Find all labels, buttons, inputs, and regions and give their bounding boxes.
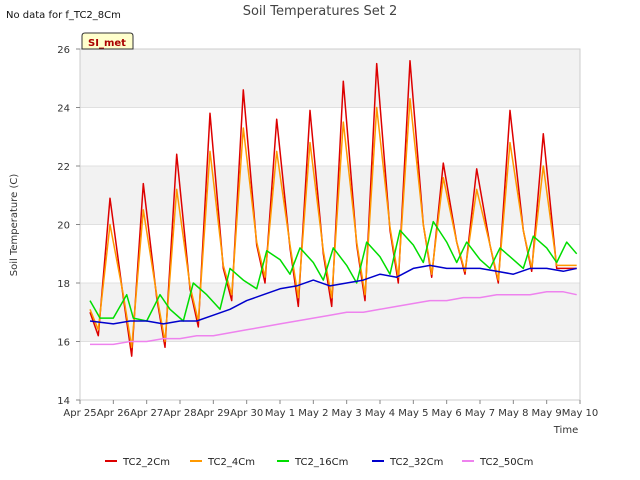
x-tick-label: May 2 (298, 408, 328, 419)
y-axis-ticks: 14 16 18 20 22 24 26 (57, 45, 80, 407)
x-tick-label: May 8 (498, 408, 528, 419)
x-tick-label: May 6 (432, 408, 462, 419)
series-line-tc2-4cm (89, 97, 577, 349)
series-line-tc2-16cm (89, 220, 578, 322)
x-tick-label: May 5 (398, 408, 428, 419)
series-line-tc2-50cm (90, 291, 577, 346)
x-tick-label: May 3 (332, 408, 362, 419)
plot-band (80, 224, 580, 283)
series-lines (89, 59, 578, 357)
x-tick-label: Apr 29 (197, 408, 230, 419)
y-tick-label: 18 (57, 279, 70, 290)
chart-title: Soil Temperatures Set 2 (243, 4, 398, 19)
x-tick-label: Apr 27 (130, 408, 163, 419)
x-tick-label: May 4 (365, 408, 395, 419)
y-tick-label: 16 (57, 338, 70, 349)
x-tick-label: May 7 (465, 408, 495, 419)
site-badge: SI_met (81, 32, 134, 50)
x-tick-label: Apr 25 (63, 408, 96, 419)
x-tick-label: May 1 (265, 408, 295, 419)
x-tick-label: Apr 28 (163, 408, 196, 419)
legend-label: TC2_50Cm (479, 457, 533, 468)
no-data-note: No data for f_TC2_8Cm (6, 10, 121, 21)
y-tick-label: 22 (57, 162, 70, 173)
y-axis-label: Soil Temperature (C) (9, 174, 20, 277)
legend: TC2_2Cm TC2_4Cm TC2_16Cm TC2_32Cm TC2_50Cm (105, 457, 533, 468)
plot-band (80, 166, 580, 225)
y-tick-label: 20 (57, 221, 70, 232)
x-axis-ticks: Apr 25 Apr 26 Apr 27 Apr 28 Apr 29 Apr 30 May … (63, 400, 598, 419)
legend-label: TC2_16Cm (294, 457, 348, 468)
x-tick-label: Apr 26 (97, 408, 130, 419)
plot-band (80, 341, 580, 400)
plot-band (80, 49, 580, 108)
x-tick-label: May 10 (562, 408, 599, 419)
x-axis-label: Time (553, 425, 578, 436)
legend-label: TC2_4Cm (207, 457, 255, 468)
y-tick-label: 26 (57, 45, 70, 56)
plot-background-bands (80, 49, 580, 400)
x-tick-label: Apr 30 (230, 408, 263, 419)
site-badge-label: SI_met (88, 38, 126, 49)
x-tick-label: May 9 (532, 408, 562, 419)
legend-label: TC2_32Cm (389, 457, 443, 468)
y-tick-label: 24 (57, 104, 70, 115)
series-line-tc2-32cm (89, 264, 577, 325)
y-tick-label: 14 (57, 396, 70, 407)
plot-band (80, 107, 580, 166)
legend-label: TC2_2Cm (122, 457, 170, 468)
